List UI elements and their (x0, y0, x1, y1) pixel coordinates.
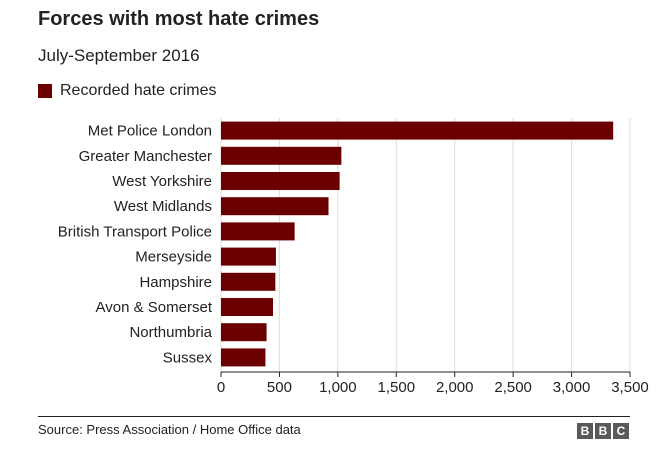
x-tick-label: 3,500 (611, 379, 649, 396)
bar (221, 348, 266, 367)
x-tick-label: 3,000 (553, 379, 591, 396)
chart-subtitle: July-September 2016 (38, 46, 200, 65)
x-tick-label: 0 (217, 379, 225, 396)
legend: Recorded hate crimes (38, 82, 217, 100)
bar (221, 146, 342, 165)
category-label: Sussex (163, 349, 213, 366)
chart-title: Forces with most hate crimes (38, 8, 320, 30)
bbc-logo-letter: B (577, 423, 593, 439)
grid-lines (220, 118, 631, 372)
bar-chart: Met Police London Greater Manchester West … (58, 118, 649, 396)
x-tick-label: 2,500 (494, 379, 532, 396)
category-label: Merseyside (135, 249, 212, 266)
category-label: Met Police London (88, 123, 212, 140)
bbc-logo-letter: C (613, 423, 629, 439)
bar (221, 197, 329, 216)
legend-swatch (38, 84, 52, 98)
source-note: Source: Press Association / Home Office … (38, 422, 301, 437)
bar (221, 121, 614, 140)
bar (221, 172, 340, 190)
category-label: British Transport Police (58, 223, 212, 240)
bar (221, 298, 274, 316)
bar (221, 247, 276, 266)
bbc-logo: B B C (577, 423, 629, 439)
category-labels: Met Police London Greater Manchester West … (58, 123, 213, 367)
category-label: Hampshire (139, 274, 212, 291)
category-label: Northumbria (129, 324, 212, 341)
x-tick-label: 2,000 (436, 379, 474, 396)
category-label: West Midlands (114, 198, 212, 215)
bbc-logo-letter: B (595, 423, 611, 439)
category-label: Avon & Somerset (96, 299, 213, 316)
x-axis-ticks: 0 500 1,000 1,500 2,000 2,500 3,000 3,500 (217, 371, 649, 396)
bars (221, 121, 614, 367)
x-tick-label: 1,000 (319, 379, 357, 396)
x-tick-label: 500 (267, 379, 292, 396)
bar (221, 222, 295, 241)
bar (221, 323, 267, 342)
legend-label: Recorded hate crimes (60, 82, 217, 99)
bar (221, 272, 276, 291)
x-tick-label: 1,500 (378, 379, 416, 396)
footer-divider (38, 416, 630, 417)
category-label: West Yorkshire (112, 173, 212, 190)
category-label: Greater Manchester (79, 148, 212, 165)
